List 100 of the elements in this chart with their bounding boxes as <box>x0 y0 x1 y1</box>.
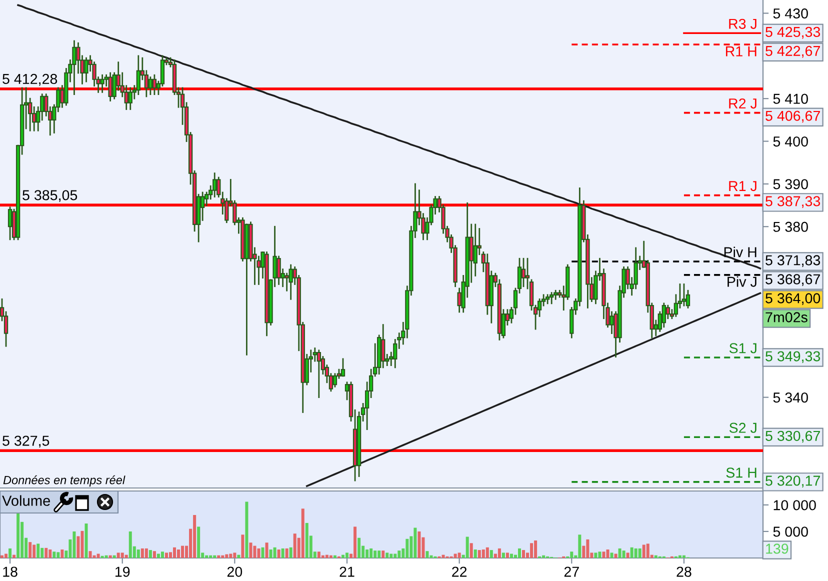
bar <box>80 530 84 558</box>
bar <box>454 554 457 558</box>
bar <box>570 552 574 558</box>
text: 7m02s <box>766 312 808 322</box>
bar <box>518 548 521 558</box>
candlestick <box>288 264 293 300</box>
candlestick <box>276 256 281 285</box>
series-label: R3 J <box>729 18 756 29</box>
y-tick-label: 5 340 <box>773 392 808 403</box>
candlestick <box>332 373 338 388</box>
bar <box>622 550 626 558</box>
bar <box>56 552 60 558</box>
candlestick <box>212 172 217 198</box>
bar <box>193 514 196 558</box>
bar <box>345 552 349 558</box>
candlestick <box>381 324 386 368</box>
bar <box>36 544 40 558</box>
bar <box>394 554 397 558</box>
bar <box>225 554 228 558</box>
bar <box>152 551 156 558</box>
candlestick <box>136 55 140 96</box>
bar <box>333 555 336 558</box>
y-tick-label: 5 000 <box>773 526 808 537</box>
bar <box>378 550 381 558</box>
bar <box>578 534 582 558</box>
bar <box>0 555 4 558</box>
candlestick <box>8 206 12 240</box>
candlestick <box>662 302 666 328</box>
bar <box>406 538 409 558</box>
y-tick-label: 5 430 <box>773 8 808 19</box>
bar <box>112 555 116 558</box>
bar <box>245 502 248 558</box>
bar <box>646 544 650 558</box>
candlestick <box>666 304 670 320</box>
bar <box>414 528 417 558</box>
bar <box>257 548 260 558</box>
bar <box>289 547 292 558</box>
bar <box>40 548 44 558</box>
candlestick <box>469 224 474 283</box>
bar <box>92 555 96 558</box>
bar <box>301 508 304 558</box>
bar <box>173 547 176 558</box>
data-label: 5 422,67 <box>766 46 820 58</box>
bar <box>678 555 682 558</box>
bar <box>229 554 232 558</box>
bar <box>140 548 144 558</box>
bar <box>96 554 100 558</box>
bar <box>386 552 389 558</box>
bar <box>522 550 526 558</box>
bar <box>233 552 236 558</box>
candlestick <box>316 350 321 398</box>
bar <box>594 552 598 558</box>
bar <box>482 550 485 558</box>
bar <box>634 548 638 558</box>
bar <box>120 552 124 558</box>
bar <box>213 555 216 558</box>
series-label: R2 J <box>729 98 756 109</box>
bar <box>52 552 56 558</box>
candlestick <box>72 40 76 96</box>
series-label: S1 J <box>729 343 756 354</box>
bar <box>104 555 108 558</box>
series-label: S1 H <box>726 468 756 478</box>
bar <box>470 543 473 558</box>
bar <box>205 555 208 558</box>
bar <box>638 548 642 558</box>
bar <box>630 547 634 558</box>
bar <box>534 540 538 558</box>
bar <box>602 552 606 558</box>
bar <box>241 534 244 558</box>
bar <box>486 547 489 558</box>
bar <box>136 550 140 558</box>
bar <box>128 531 132 558</box>
bar <box>502 552 505 558</box>
bar <box>458 552 461 558</box>
bar <box>16 512 20 558</box>
series-label: Piv H <box>724 246 756 258</box>
bar <box>209 555 212 558</box>
chart-title: Volume <box>2 495 50 506</box>
bar <box>156 554 160 558</box>
candlestick <box>284 272 289 292</box>
bar <box>329 555 332 558</box>
bar <box>642 544 646 558</box>
bar <box>506 552 509 558</box>
bar <box>217 555 220 558</box>
bar <box>253 546 256 558</box>
bar <box>682 555 686 558</box>
series-label: S2 J <box>729 422 756 433</box>
bar <box>144 548 148 558</box>
bar <box>325 554 328 558</box>
data-label: 5 387,33 <box>766 196 820 208</box>
x-tick-label: 21 <box>340 566 354 577</box>
y-tick-label: 5 380 <box>773 222 808 232</box>
bar <box>8 548 12 558</box>
bar <box>84 523 88 558</box>
ref-line-label: 5 385,05 <box>22 190 78 202</box>
candlestick <box>100 74 104 93</box>
bar <box>48 550 52 558</box>
bar <box>317 552 320 558</box>
data-label: 5 349,33 <box>766 351 820 364</box>
bar <box>273 547 276 558</box>
